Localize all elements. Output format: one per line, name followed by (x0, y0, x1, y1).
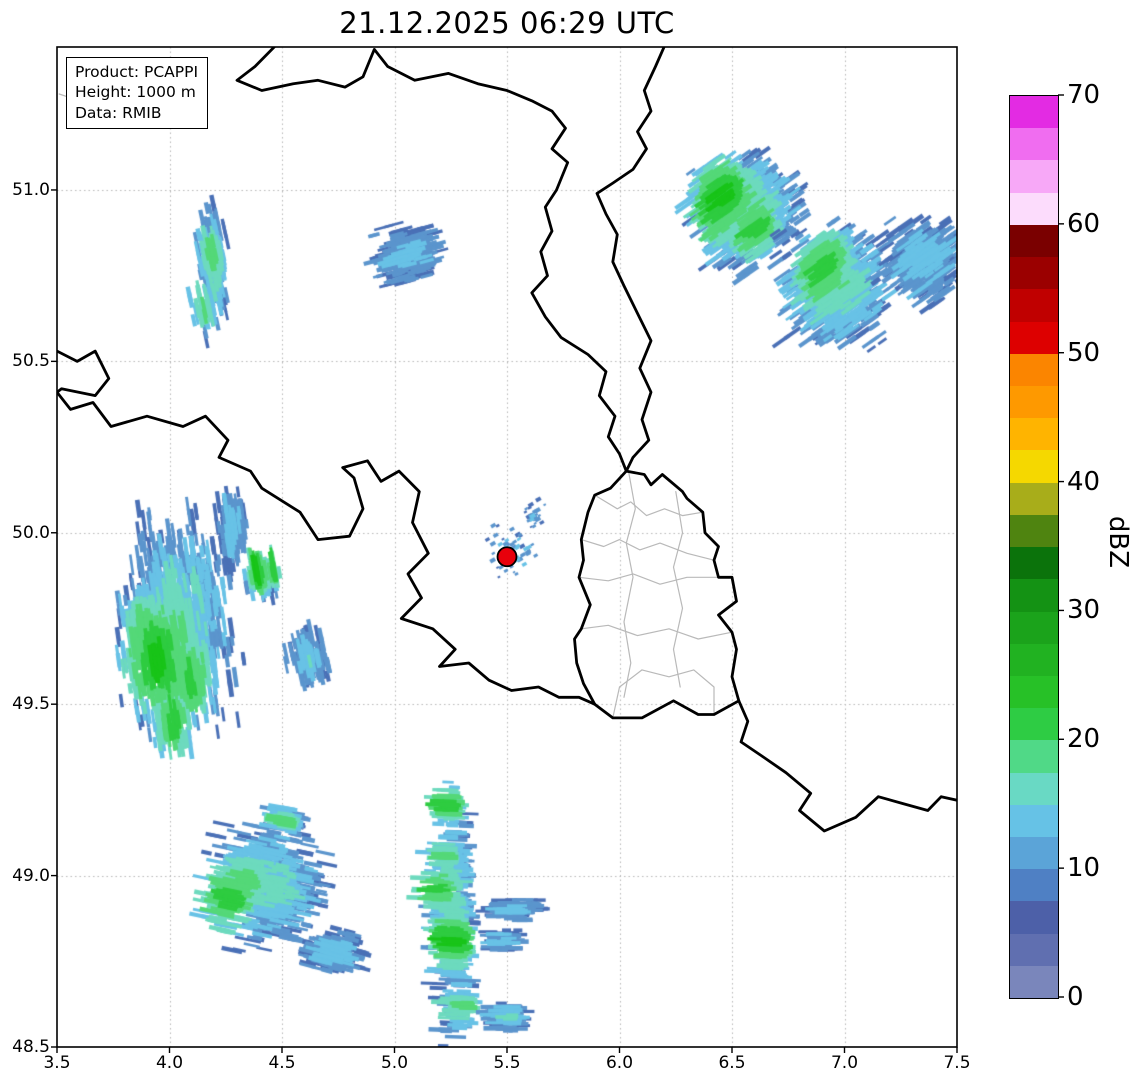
info-box: Product: PCAPPI Height: 1000 m Data: RMI… (66, 57, 209, 130)
colorbar-tick-label: 40 (1067, 466, 1101, 497)
colorbar-tick-label: 20 (1067, 724, 1101, 755)
y-tick-label: 51.0 (12, 179, 50, 200)
colorbar-tick-label: 30 (1067, 595, 1101, 626)
colorbar-segment (1010, 837, 1058, 870)
colorbar-segment (1010, 257, 1058, 290)
colorbar-segment (1010, 482, 1058, 515)
region-border-line (612, 669, 715, 719)
y-tick-label: 49.0 (12, 865, 50, 886)
country-border-line (595, 47, 666, 473)
x-tick-label: 4.0 (155, 1053, 184, 1073)
x-tick-label: 4.5 (268, 1053, 296, 1073)
colorbar-segment (1010, 643, 1058, 676)
x-tick-label: 6.0 (605, 1053, 634, 1073)
region-border-line (672, 491, 684, 688)
colorbar-segment (1010, 192, 1058, 225)
colorbar-tick-label: 0 (1067, 982, 1084, 1012)
colorbar-segment (1010, 96, 1058, 129)
colorbar-segment (1010, 385, 1058, 419)
info-product: Product: PCAPPI (75, 63, 199, 81)
info-height: Height: 1000 m (75, 83, 196, 102)
colorbar-segment (1010, 160, 1058, 193)
y-tick-label: 49.5 (12, 694, 50, 715)
region-border-line (623, 470, 636, 698)
y-tick-label: 50.0 (12, 522, 50, 543)
colorbar-segment (1010, 772, 1058, 805)
colorbar-segment (1010, 514, 1058, 548)
region-border-line (580, 539, 715, 561)
radar-site-marker (496, 546, 518, 568)
country-border-line (235, 47, 628, 473)
colorbar-segment (1010, 675, 1058, 709)
colorbar-segment (1010, 224, 1058, 258)
x-tick-label: 3.5 (43, 1053, 71, 1073)
x-tick-label: 5.5 (493, 1053, 521, 1073)
colorbar (1009, 95, 1059, 999)
colorbar-segment (1010, 869, 1058, 902)
colorbar-segment (1010, 353, 1058, 386)
colorbar-segment (1010, 965, 1058, 999)
colorbar-segment (1010, 289, 1058, 322)
region-border-line (580, 624, 733, 640)
colorbar-segment (1010, 418, 1058, 451)
x-tick-label: 7.0 (830, 1053, 859, 1073)
colorbar-segment (1010, 450, 1058, 483)
figure-title: 21.12.2025 06:29 UTC (339, 6, 675, 40)
x-tick-label: 7.5 (943, 1053, 971, 1073)
colorbar-segment (1010, 933, 1058, 966)
border-lines (57, 47, 957, 833)
colorbar-segment (1010, 901, 1058, 934)
colorbar-segment (1010, 547, 1058, 580)
info-data-source: Data: RMIB (75, 103, 162, 122)
colorbar-axis-label: dBZ (1103, 515, 1133, 569)
colorbar-segment (1010, 804, 1058, 838)
colorbar-tick-label: 50 (1067, 337, 1101, 368)
colorbar-tick-label: 10 (1067, 853, 1101, 884)
y-tick-label: 50.5 (12, 351, 50, 372)
colorbar-segment (1010, 708, 1058, 741)
y-tick-label: 48.5 (12, 1037, 50, 1057)
x-tick-label: 5.0 (380, 1053, 409, 1073)
colorbar-segment (1010, 321, 1058, 354)
colorbar-tick-label: 60 (1067, 208, 1101, 239)
colorbar-segment (1010, 128, 1058, 161)
x-tick-label: 6.5 (718, 1053, 746, 1073)
colorbar-segment (1010, 579, 1058, 612)
country-border-line (573, 469, 741, 720)
country-border-line (57, 349, 597, 706)
colorbar-segment (1010, 611, 1058, 644)
region-border-line (594, 494, 704, 517)
region-border-line (578, 573, 720, 585)
country-border-line (737, 699, 957, 833)
colorbar-tick-label: 70 (1067, 80, 1101, 110)
colorbar-segment (1010, 740, 1058, 773)
